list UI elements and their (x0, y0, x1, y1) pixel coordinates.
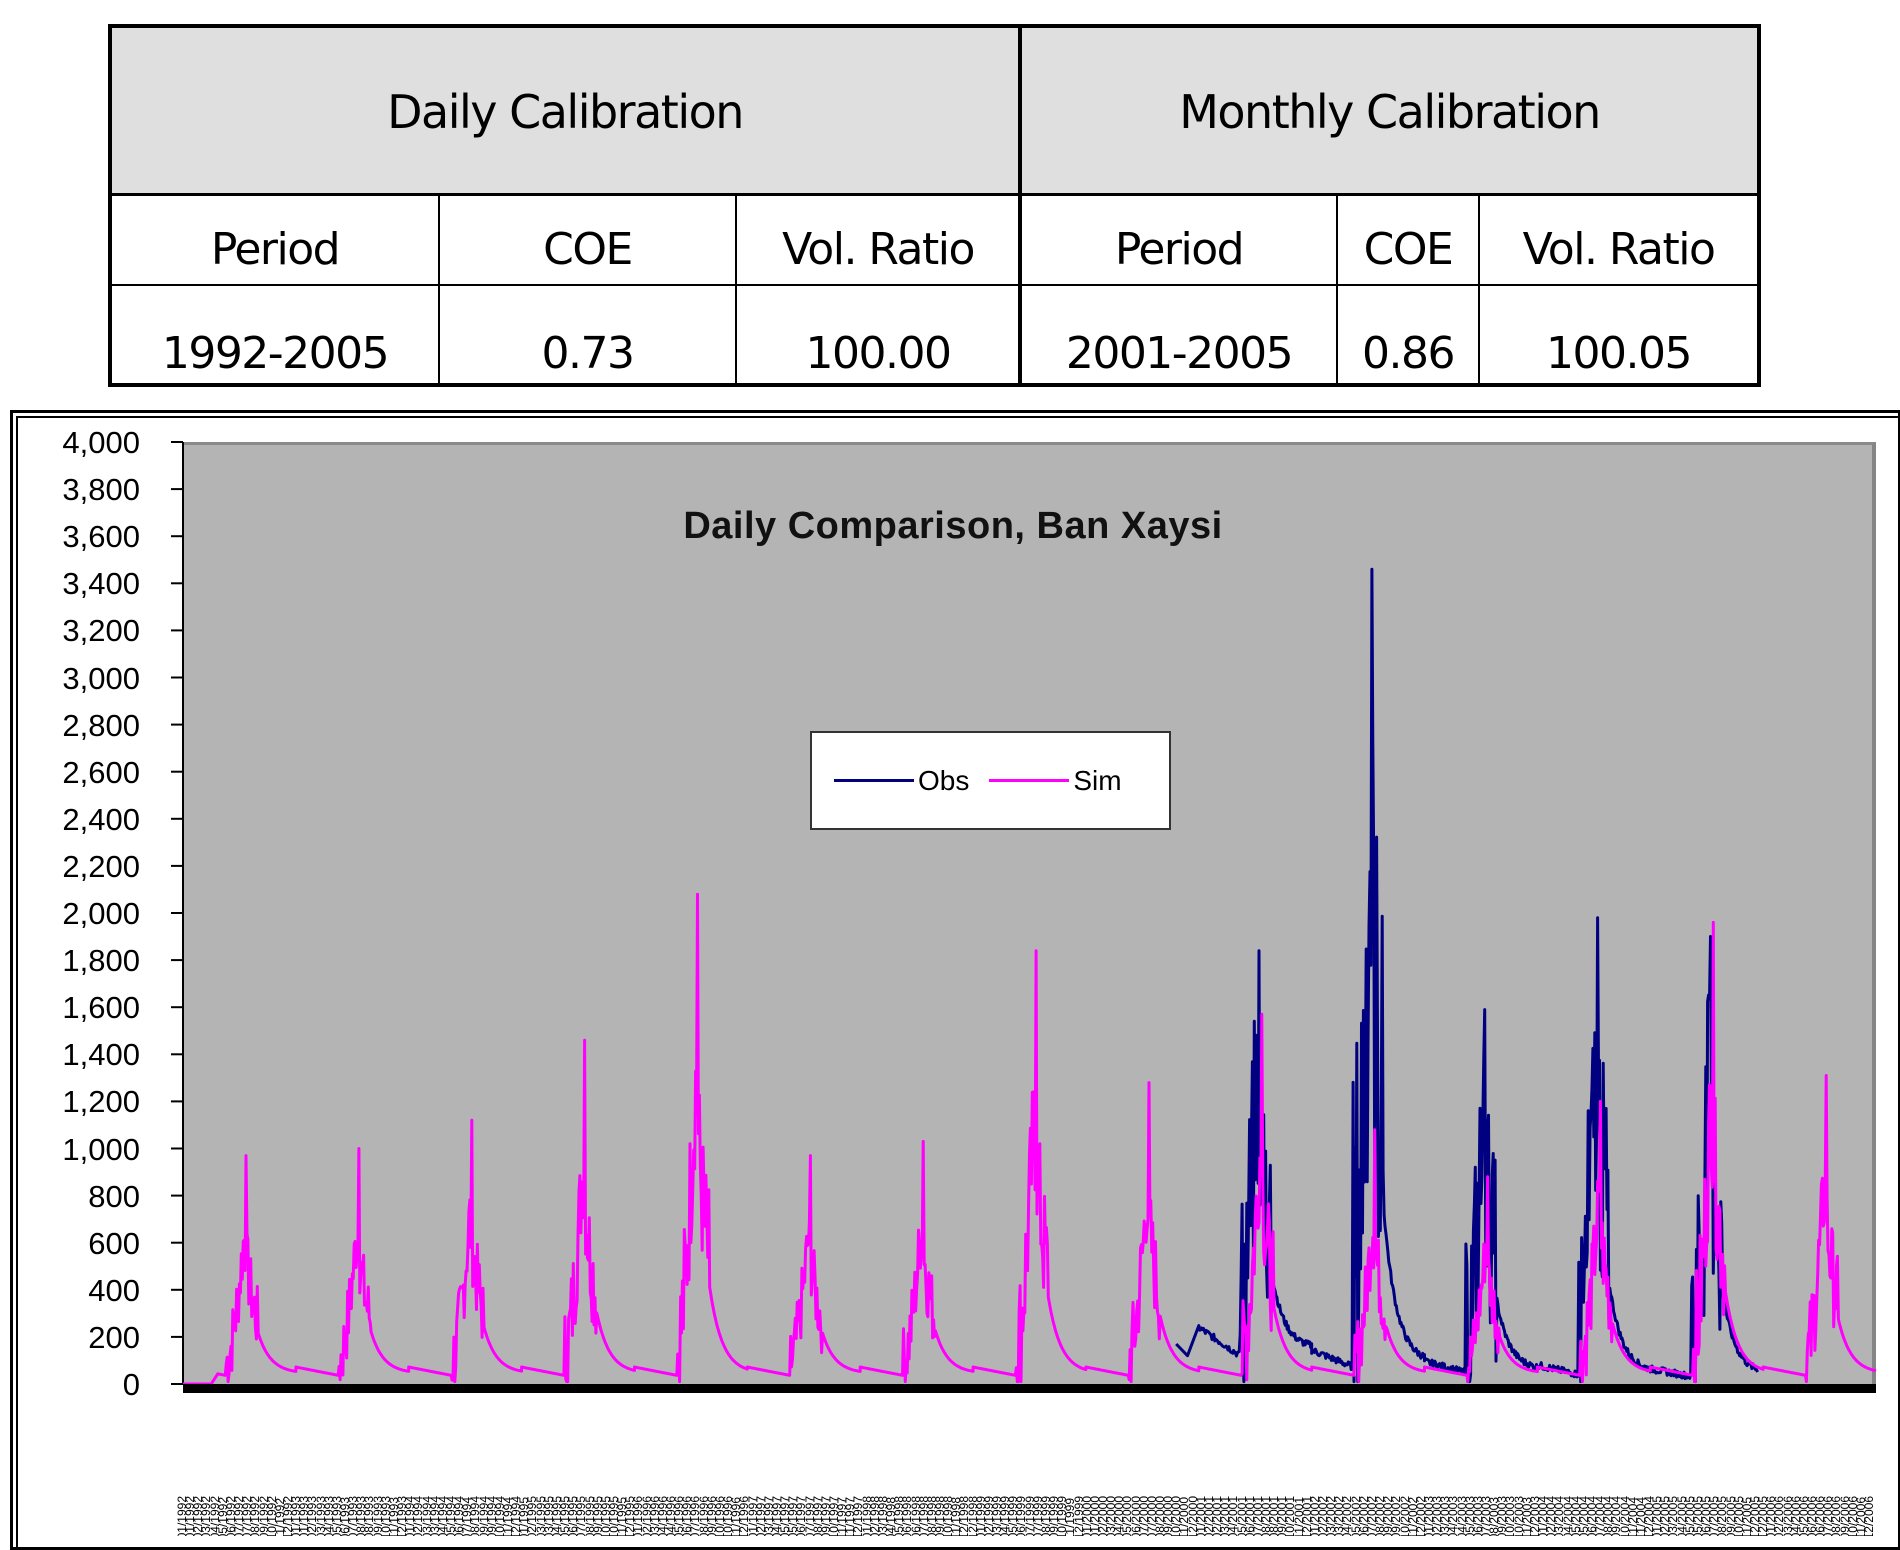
daily-vol-ratio-value: 100.00 (805, 328, 952, 379)
daily-coe-value: 0.73 (541, 328, 635, 379)
calibration-table: Daily Calibration Monthly Calibration Pe… (108, 24, 1761, 387)
legend-item-sim: Sim (989, 764, 1122, 797)
col-header-monthly-coe: COE (1363, 224, 1454, 275)
y-tick-label: 3,000 (62, 660, 140, 696)
y-tick-label: 1,600 (62, 990, 140, 1026)
group-header-monthly: Monthly Calibration (1022, 28, 1757, 195)
x-tick-label: 05/12/2006 (1862, 1495, 1877, 1536)
table-rule (735, 195, 737, 383)
y-tick-label: 400 (88, 1272, 140, 1308)
y-tick-label: 2,800 (62, 707, 140, 743)
y-tick-label: 3,400 (62, 566, 140, 602)
y-tick-label: 2,400 (62, 801, 140, 837)
col-header-daily-period: Period (210, 224, 341, 275)
table-rule (438, 195, 440, 383)
group-header-daily: Daily Calibration (112, 28, 1018, 195)
table-rule (1336, 195, 1338, 383)
col-header-monthly-vol-ratio: Vol. Ratio (1522, 224, 1716, 275)
y-tick-label: 3,800 (62, 472, 140, 508)
col-header-daily-coe: COE (543, 224, 633, 275)
daily-period-value: 1992-2005 (161, 328, 390, 379)
y-tick-label: 4,000 (62, 425, 140, 460)
chart-title: Daily Comparison, Ban Xaysi (683, 505, 1223, 547)
legend-obs-label: Obs (918, 764, 970, 796)
col-header-daily-vol-ratio: Vol. Ratio (782, 224, 975, 275)
legend-sim-line-icon (989, 779, 1070, 782)
y-tick-label: 1,200 (62, 1084, 140, 1120)
monthly-coe-value: 0.86 (1362, 328, 1455, 379)
y-tick-label: 600 (88, 1225, 140, 1261)
table-rule (1018, 28, 1022, 383)
y-tick-label: 0 (122, 1367, 140, 1402)
y-tick-label: 1,400 (62, 1037, 140, 1073)
y-tick-label: 2,000 (62, 896, 140, 931)
table-rule (112, 284, 1757, 286)
col-header-monthly-period: Period (1114, 224, 1245, 275)
y-tick-label: 200 (88, 1319, 140, 1355)
y-tick-label: 3,600 (62, 519, 140, 555)
monthly-vol-ratio-value: 100.05 (1546, 328, 1692, 379)
y-tick-label: 1,800 (62, 943, 140, 979)
table-rule (112, 193, 1757, 196)
y-tick-label: 3,200 (62, 613, 140, 649)
y-tick-label: 2,600 (62, 754, 140, 790)
chart-legend: Obs Sim (810, 731, 1171, 830)
y-tick-label: 1,000 (62, 1131, 140, 1167)
legend-sim-label: Sim (1073, 764, 1122, 796)
legend-obs-line-icon (834, 779, 914, 782)
x-axis-labels: 01/01/1992 27/01/1992 22/02/1992 19/03/1992… (0, 1403, 1900, 1536)
y-tick-label: 800 (88, 1178, 140, 1214)
y-tick-label: 2,200 (62, 848, 140, 884)
legend-item-obs: Obs (834, 765, 969, 797)
monthly-period-value: 2001-2005 (1065, 328, 1294, 379)
table-rule (1478, 195, 1480, 383)
